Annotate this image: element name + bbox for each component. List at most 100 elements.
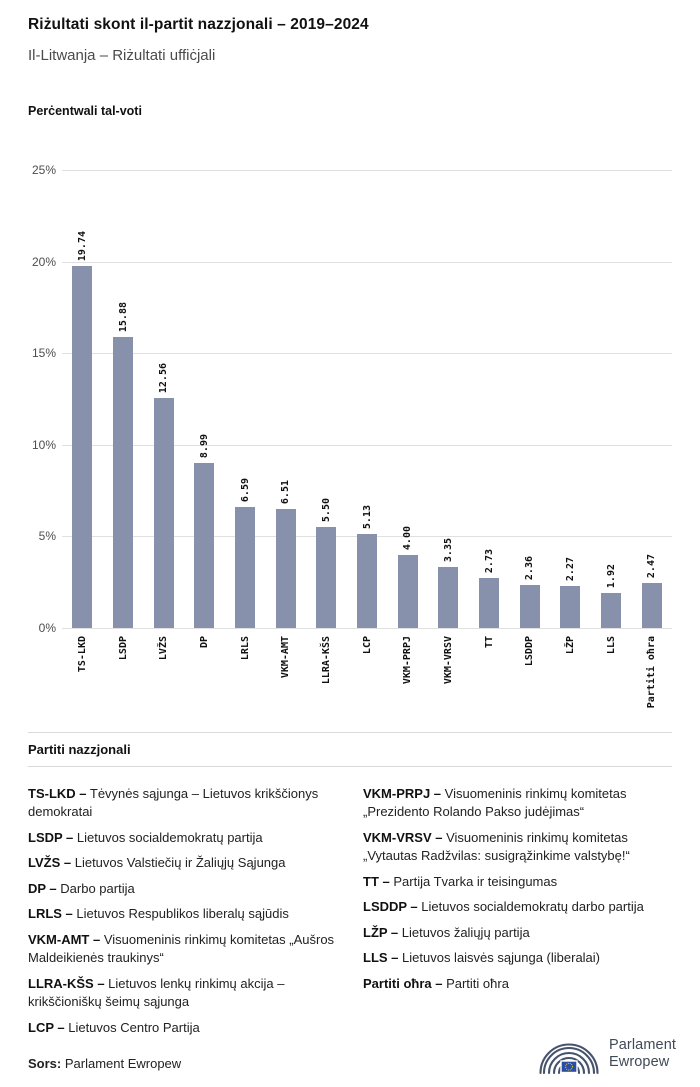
- category-cell: LLS: [591, 628, 632, 720]
- legend-party-name: Lietuvos socialdemokratų partija: [73, 829, 263, 845]
- legend-party-abbr: LVŽS –: [28, 855, 72, 871]
- legend-party-name: Darbo partija: [56, 880, 135, 896]
- category-cell: LLRA-KŠS: [306, 628, 347, 720]
- bar-value-label: 2.27: [564, 557, 576, 582]
- legend-party-abbr: LSDDP –: [363, 899, 418, 915]
- x-category-label: TS-LKD: [76, 636, 88, 673]
- gridline: [62, 628, 672, 629]
- gridline: [62, 170, 672, 171]
- legend-item: LSDDP – Lietuvos socialdemokratų darbo p…: [363, 898, 672, 916]
- ep-logo[interactable]: Parlament Ewropew: [538, 1031, 676, 1077]
- bar-value-label: 4.00: [402, 525, 414, 550]
- page-title: Riżultati skont il-partit nazzjonali – 2…: [28, 16, 369, 33]
- bar-value-label: 15.88: [117, 301, 129, 333]
- bar: [438, 566, 459, 628]
- x-category-label: LVŽS: [158, 636, 170, 661]
- bar-value-label: 3.35: [442, 537, 454, 562]
- x-category-label: LSDP: [117, 636, 129, 661]
- ep-logo-line2: Ewropew: [609, 1054, 670, 1070]
- bar-value-label: 1.92: [605, 563, 617, 588]
- category-cell: VKM-AMT: [265, 628, 306, 720]
- x-axis: TS-LKD LSDP LVŽS DP LRLS VKM-AMT LLRA-KŠS LCP VK…: [28, 628, 672, 720]
- legend-item: LVŽS – Lietuvos Valstiečių ir Žaliųjų Są…: [28, 854, 337, 872]
- bar-value-label: 12.56: [158, 362, 170, 393]
- category-cell: TT: [469, 628, 510, 720]
- chart-title: Perċentwali tal-voti: [28, 104, 142, 118]
- plot-area: 19.74 15.88 12.56 8.99 6.59 6.51 5.50 5.13 4.00 3…: [62, 170, 672, 629]
- y-tick-label: 0%: [38, 621, 56, 635]
- bar-column: 2.73: [469, 170, 510, 628]
- category-cell: LVŽS: [143, 628, 184, 720]
- page-subtitle: Il-Litwanja – Riżultati uffiċjali: [28, 47, 216, 64]
- legend-party-abbr: LLRA-KŠS –: [28, 975, 105, 991]
- bar-column: 1.92: [591, 170, 632, 628]
- legend-party-name: Visuomeninis rinkimų komitetas „Preziden…: [363, 786, 627, 820]
- legend-party-name: Visuomeninis rinkimų komitetas „Aušros M…: [28, 931, 335, 966]
- bar-value-label: 2.47: [646, 553, 658, 578]
- legend-party-name: Lietuvos žaliųjų partija: [398, 924, 530, 940]
- legend-party-name: Tėvynės sąjunga – Lietuvos krikščionys d…: [28, 786, 319, 820]
- x-category-label: LŽP: [564, 636, 576, 655]
- x-category-label: TT: [483, 636, 495, 649]
- bar-value-label: 19.74: [76, 231, 88, 262]
- eu-flag-stars: [565, 1062, 573, 1071]
- legend-party-name: Lietuvos Valstiečių ir Žaliųjų Sąjunga: [71, 855, 286, 871]
- category-cell: TS-LKD: [62, 628, 103, 720]
- legend-item: VKM-AMT – Visuomeninis rinkimų komitetas…: [28, 931, 337, 968]
- bar-value-label: 8.99: [198, 434, 210, 459]
- bar: [479, 578, 500, 628]
- bar-column: 4.00: [387, 170, 428, 628]
- bar-column: 8.99: [184, 170, 225, 628]
- legend-party-name: Lietuvos Respublikos liberalų sąjūdis: [72, 906, 289, 922]
- bar-value-label: 6.59: [239, 478, 251, 503]
- category-cell: LCP: [347, 628, 388, 720]
- bar: [397, 554, 418, 628]
- legend-item: VKM-PRPJ – Visuomeninis rinkimų komiteta…: [363, 785, 672, 822]
- party-legend: TS-LKD – Tėvynės sąjunga – Lietuvos krik…: [28, 785, 672, 1044]
- category-cell: LSDDP: [509, 628, 550, 720]
- legend-item: DP – Darbo partija: [28, 880, 337, 898]
- bar-column: 2.36: [509, 170, 550, 628]
- bar-value-label: 2.36: [524, 555, 536, 580]
- x-category-label: Partiti oħra: [646, 636, 658, 709]
- legend-party-name: Partija Tvarka ir teisingumas: [389, 873, 558, 889]
- y-tick-label: 10%: [31, 437, 56, 452]
- bar-value-label: 5.50: [320, 498, 332, 523]
- x-category-label: VKM-VRSV: [442, 636, 454, 685]
- legend-party-abbr: TT –: [363, 873, 390, 889]
- legend-item: VKM-VRSV – Visuomeninis rinkimų komiteta…: [363, 829, 672, 866]
- x-category-label: LLRA-KŠS: [320, 636, 332, 685]
- bar-column: 15.88: [103, 170, 144, 628]
- category-cell: VKM-VRSV: [428, 628, 469, 720]
- y-tick-label: 20%: [31, 254, 56, 269]
- results-page: Riżultati skont il-partit nazzjonali – 2…: [28, 16, 672, 1044]
- bars: 19.74 15.88 12.56 8.99 6.59 6.51 5.50 5.13 4.00 3…: [62, 170, 672, 628]
- bar: [357, 534, 378, 628]
- legend-party-abbr: VKM-VRSV –: [363, 829, 443, 845]
- legend-party-abbr: TS-LKD –: [28, 786, 87, 801]
- legend-party-abbr: VKM-PRPJ –: [363, 786, 442, 801]
- ep-logo-arcs: [539, 1043, 599, 1075]
- x-category-label: LSDDP: [524, 636, 536, 667]
- bar: [601, 592, 622, 628]
- legend-party-abbr: LLS –: [363, 950, 399, 966]
- legend-party-name: Lietuvos laisvės sąjunga (liberalai): [398, 950, 601, 966]
- bar-chart: 25% 20% 15% 10% 5% 0% 19.74 15.88 12.56 8.99 6.59…: [28, 163, 672, 720]
- y-tick-label: 5%: [38, 529, 56, 544]
- bar-column: 2.27: [550, 170, 591, 628]
- category-cell: Partiti oħra: [631, 628, 672, 720]
- gridline: [62, 444, 672, 446]
- category-cell: DP: [184, 628, 225, 720]
- legend-item: LCP – Lietuvos Centro Partija: [28, 1019, 337, 1037]
- category-cell: LSDP: [103, 628, 144, 720]
- bar: [113, 337, 133, 628]
- bar: [153, 397, 174, 628]
- legend-item: TT – Partija Tvarka ir teisingumas: [363, 873, 672, 891]
- bar: [235, 507, 256, 628]
- legend-item: LRLS – Lietuvos Respublikos liberalų sąj…: [28, 905, 337, 923]
- bar-column: 6.51: [265, 170, 306, 628]
- bar-column: 3.35: [428, 170, 469, 628]
- legend-column-2: VKM-PRPJ – Visuomeninis rinkimų komiteta…: [363, 785, 672, 1044]
- ep-logo-wordmark: Parlament Ewropew: [609, 1037, 676, 1071]
- bar-column: 6.59: [225, 170, 266, 628]
